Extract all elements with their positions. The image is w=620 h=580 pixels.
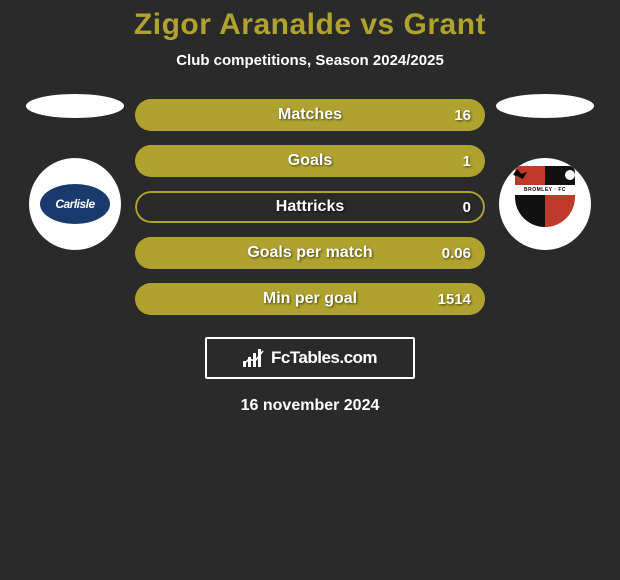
- stat-value-right: 1: [463, 153, 471, 170]
- stats-list: Matches 16 Goals 1 Hattricks 0 Goals per match…: [135, 99, 485, 315]
- right-club-banner: BROMLEY · FC: [515, 185, 575, 195]
- right-player-placeholder: [496, 94, 594, 118]
- comparison-main: Carlisle Matches 16 Goals 1 Hattricks 0 Goals …: [0, 99, 620, 315]
- stat-row: Hattricks 0: [135, 191, 485, 223]
- stat-value-right: 1514: [438, 291, 471, 308]
- brand-text: FcTables.com: [271, 348, 377, 368]
- stat-label: Matches: [278, 106, 342, 124]
- stat-label: Goals per match: [247, 244, 372, 262]
- left-player-placeholder: [26, 94, 124, 118]
- left-club-badge: Carlisle: [29, 158, 121, 250]
- stat-value-right: 0: [463, 199, 471, 216]
- right-player-col: BROMLEY · FC: [485, 99, 605, 250]
- brand-watermark: FcTables.com: [205, 337, 415, 379]
- sun-icon: [565, 170, 575, 180]
- brand-chart-icon: [243, 349, 265, 367]
- stat-label: Goals: [288, 152, 332, 170]
- stat-row: Goals per match 0.06: [135, 237, 485, 269]
- right-club-badge: BROMLEY · FC: [499, 158, 591, 250]
- stat-row: Goals 1: [135, 145, 485, 177]
- stat-label: Hattricks: [276, 198, 344, 216]
- left-player-col: Carlisle: [15, 99, 135, 250]
- stat-value-right: 0.06: [442, 245, 471, 262]
- left-club-badge-text: Carlisle: [40, 184, 110, 224]
- comparison-date: 16 november 2024: [241, 397, 380, 415]
- comparison-title: Zigor Aranalde vs Grant: [134, 8, 486, 42]
- stat-row: Matches 16: [135, 99, 485, 131]
- stat-value-right: 16: [454, 107, 471, 124]
- stat-label: Min per goal: [263, 290, 357, 308]
- stat-row: Min per goal 1514: [135, 283, 485, 315]
- comparison-subtitle: Club competitions, Season 2024/2025: [176, 52, 444, 69]
